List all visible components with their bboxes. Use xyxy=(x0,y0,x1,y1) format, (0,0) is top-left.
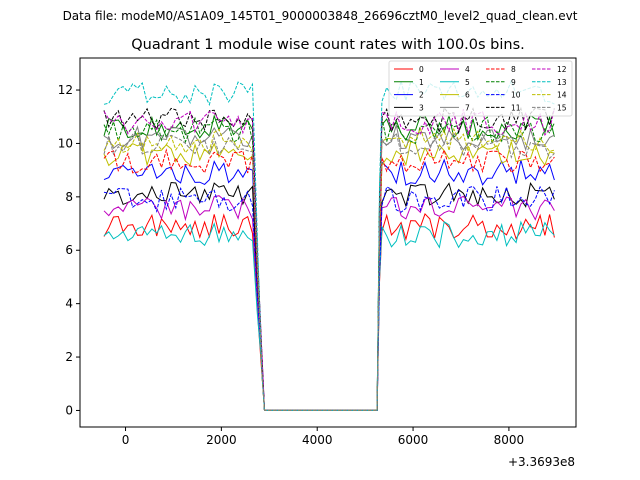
x-tick-label: 8000 xyxy=(494,433,525,447)
series-line-8 xyxy=(103,148,555,411)
series-line-10 xyxy=(103,185,555,411)
legend-label-7: 7 xyxy=(465,103,470,112)
series-layer xyxy=(103,79,555,411)
data-file-label: Data file: modeM0/AS1A09_145T01_90000038… xyxy=(63,9,578,23)
legend-label-1: 1 xyxy=(419,78,424,87)
legend-label-13: 13 xyxy=(557,78,567,87)
legend-label-15: 15 xyxy=(557,103,567,112)
legend-label-4: 4 xyxy=(465,65,470,74)
y-tick-label: 8 xyxy=(65,190,73,204)
y-tick-label: 4 xyxy=(65,297,73,311)
y-tick-label: 10 xyxy=(58,136,73,150)
legend-label-10: 10 xyxy=(511,91,521,100)
plot-frame xyxy=(79,57,577,428)
legend-label-6: 6 xyxy=(465,91,470,100)
legend-label-9: 9 xyxy=(511,78,516,87)
legend-label-8: 8 xyxy=(511,65,516,74)
chart-title: Quadrant 1 module wise count rates with … xyxy=(131,37,525,53)
legend-label-3: 3 xyxy=(419,103,424,112)
legend-label-5: 5 xyxy=(465,78,470,87)
x-tick-label: 4000 xyxy=(302,433,333,447)
legend-box xyxy=(388,60,573,117)
legend-label-11: 11 xyxy=(511,103,521,112)
y-tick-label: 2 xyxy=(65,350,73,364)
x-offset-label: +3.3693e8 xyxy=(508,455,575,469)
y-tick-label: 0 xyxy=(65,403,73,417)
legend-label-12: 12 xyxy=(557,65,567,74)
x-tick-label: 2000 xyxy=(206,433,237,447)
legend-label-14: 14 xyxy=(557,91,567,100)
x-tick-label: 6000 xyxy=(398,433,429,447)
x-tick-label: 0 xyxy=(122,433,130,447)
series-line-11 xyxy=(103,106,555,411)
series-line-15 xyxy=(103,131,555,411)
y-tick-label: 6 xyxy=(65,243,73,257)
legend-label-0: 0 xyxy=(419,65,424,74)
y-tick-label: 12 xyxy=(58,83,73,97)
legend-label-2: 2 xyxy=(419,91,424,100)
